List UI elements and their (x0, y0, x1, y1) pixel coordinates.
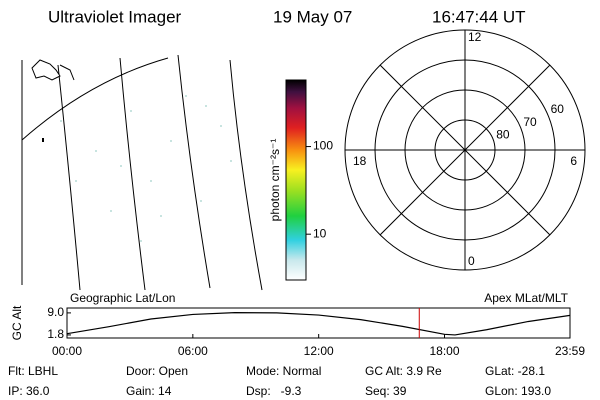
colorbar: photon cm⁻²s⁻¹ (268, 79, 307, 281)
status-field: GLat: -28.1 (485, 364, 545, 378)
status-field: Mode: Normal (246, 364, 321, 378)
plot-frame (66, 307, 571, 339)
lat-ring (374, 59, 556, 241)
colorbar-label: photon cm⁻²s⁻¹ (268, 139, 282, 222)
lat-label: 60 (551, 102, 565, 116)
status-field: GC Alt: 3.9 Re (365, 364, 442, 378)
colorbar-tick-label: 10 (313, 226, 327, 240)
date: 19 May 07 (273, 7, 352, 26)
colorbar-tick-label: 100 (313, 139, 333, 153)
mlt-label: 18 (353, 154, 367, 168)
lat-ring (434, 119, 496, 181)
status-field: Gain: 14 (126, 384, 172, 398)
mlt-label: 12 (468, 30, 482, 44)
lat-label: 80 (496, 127, 510, 141)
status-field: Flt: LBHL (8, 364, 58, 378)
y-tick-label: 1.8 (47, 327, 64, 341)
x-tick-label: 12:00 (304, 344, 334, 358)
spoke (379, 64, 551, 236)
x-tick-label: 00:00 (52, 344, 82, 358)
x-tick-label: 23:59 (555, 344, 585, 358)
lat-label: 70 (523, 115, 537, 129)
y-tick-label: 9.0 (47, 305, 64, 319)
status-field: GLon: 193.0 (485, 384, 551, 398)
right-label: Apex MLat/MLT (484, 291, 568, 305)
time: 16:47:44 UT (432, 7, 526, 26)
x-tick-label: 06:00 (178, 344, 208, 358)
status-field: IP: 36.0 (8, 384, 50, 398)
colorbar-fill (285, 79, 307, 281)
x-tick-label: 18:00 (430, 344, 460, 358)
mlt-label: 6 (570, 154, 577, 168)
y-axis-label: GC Alt (10, 305, 24, 340)
status-field: Seq: 39 (365, 384, 407, 398)
status-field: Door: Open (126, 364, 188, 378)
map-image (21, 54, 263, 291)
lat-ring (404, 89, 526, 211)
mlt-label: 0 (468, 254, 475, 268)
left-label: Geographic Lat/Lon (70, 291, 175, 305)
alt-curve (66, 311, 571, 336)
status-field: Dsp: -9.3 (246, 384, 302, 398)
title: Ultraviolet Imager (48, 7, 182, 26)
